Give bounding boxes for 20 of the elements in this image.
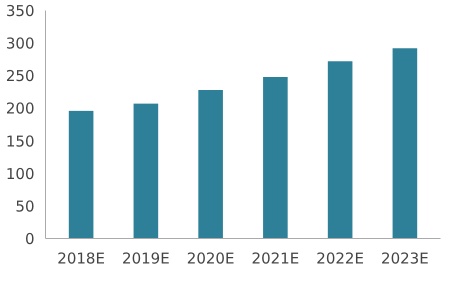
bar — [263, 76, 288, 238]
bar — [392, 48, 418, 238]
bar — [68, 110, 94, 238]
y-tick-label: 300 — [6, 34, 35, 53]
y-tick-label: 0 — [24, 230, 35, 248]
bar — [328, 61, 352, 238]
x-tick-label: 2023E — [381, 250, 429, 268]
y-tick-label: 150 — [6, 132, 35, 150]
x-tick-label: 2018E — [57, 250, 105, 268]
y-tick-label: 250 — [6, 67, 35, 86]
x-tick-label: 2019E — [122, 250, 170, 268]
bar — [134, 104, 158, 238]
y-tick-label: 200 — [6, 100, 35, 118]
y-tick-label: 100 — [6, 164, 35, 183]
y-tick-label: 350 — [6, 2, 35, 20]
y-tick-label: 50 — [15, 197, 35, 216]
x-tick-label: 2021E — [252, 250, 300, 268]
bar — [198, 90, 223, 238]
x-tick-label: 2020E — [186, 250, 234, 268]
x-tick-label: 2022E — [316, 250, 364, 268]
